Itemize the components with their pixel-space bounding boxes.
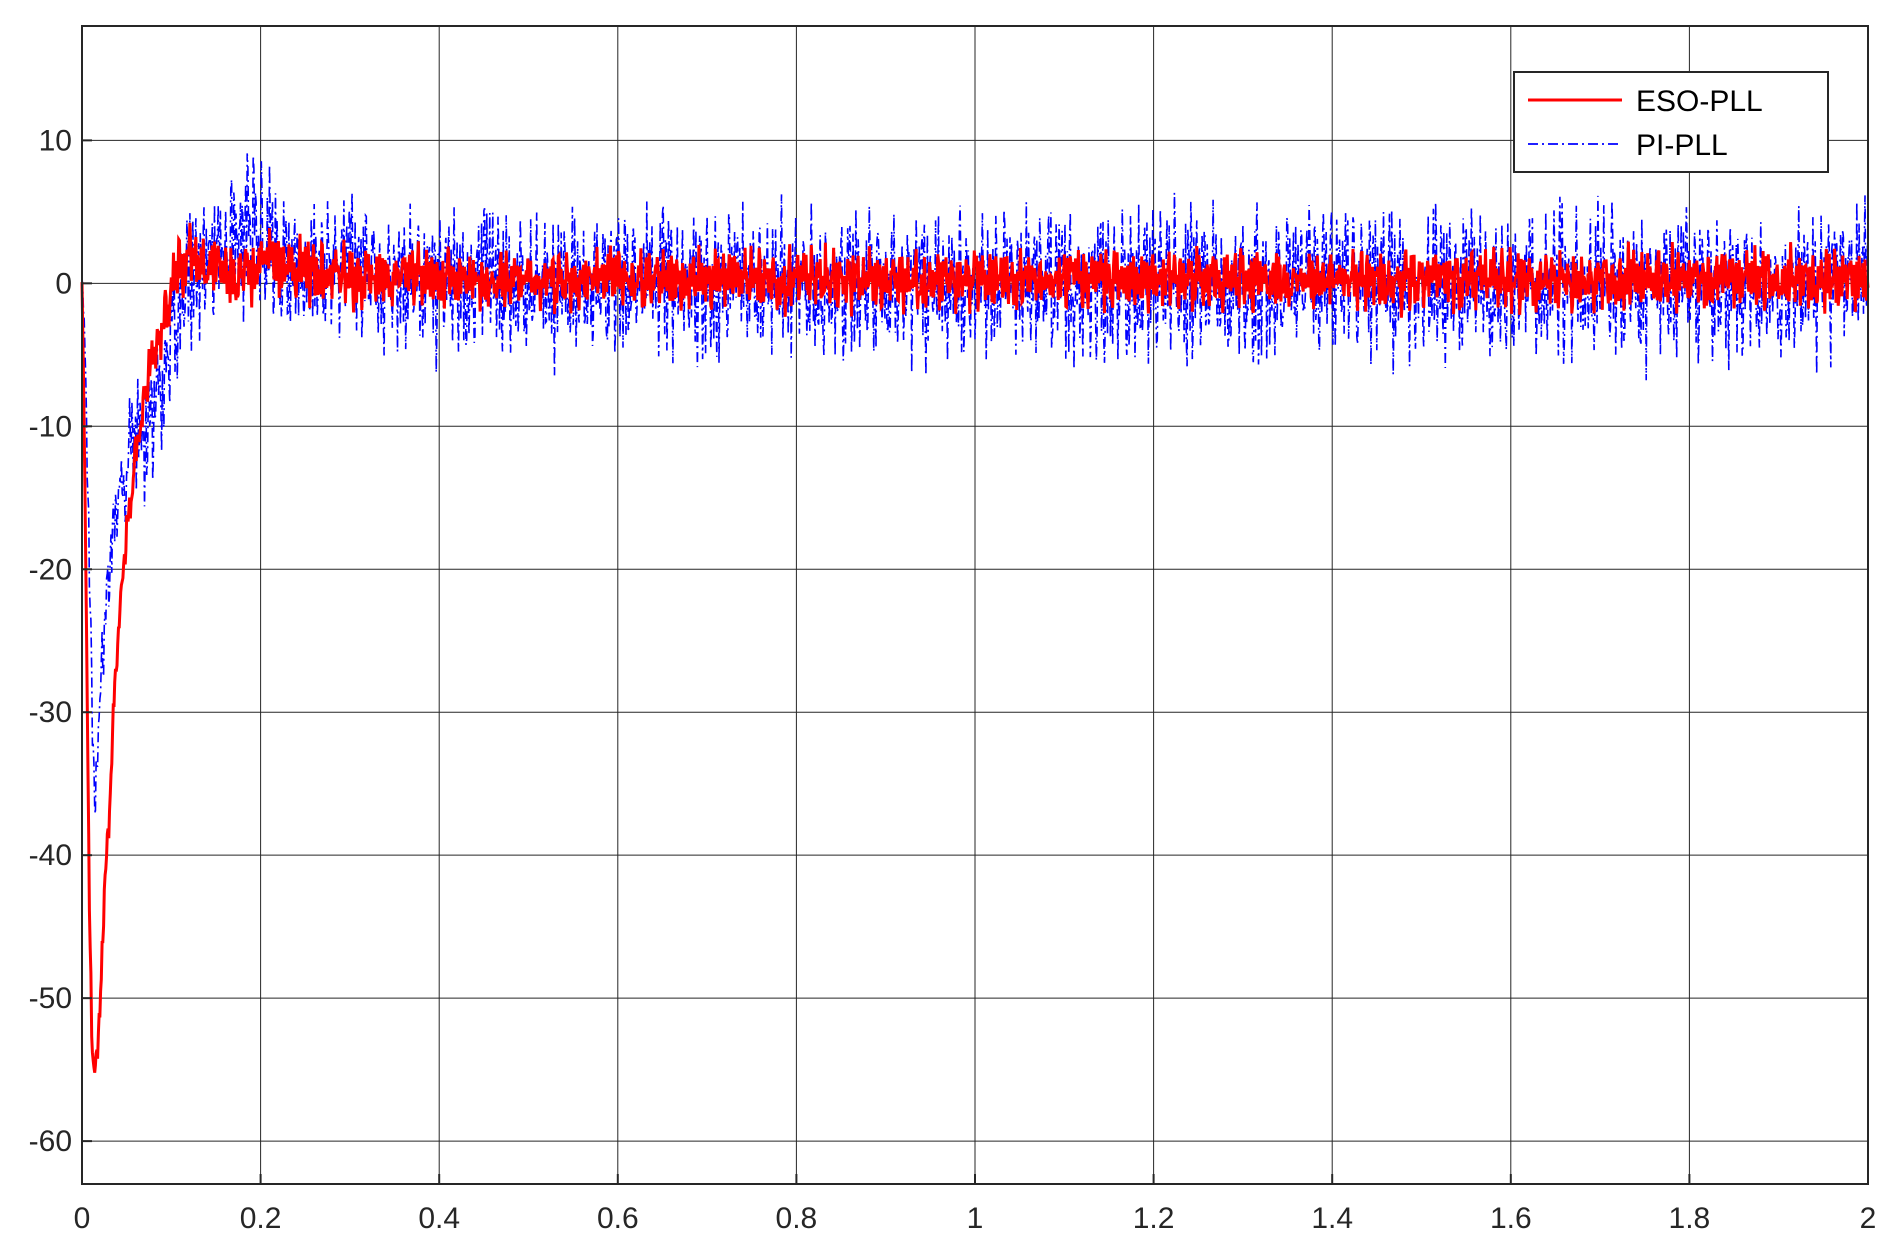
- x-tick-label: 0.2: [240, 1202, 282, 1235]
- legend: ESO-PLL PI-PLL: [1513, 71, 1829, 173]
- x-tick-label: 1.2: [1133, 1202, 1175, 1235]
- series-layer: [80, 153, 1870, 1073]
- x-tick-label: 0.8: [776, 1202, 818, 1235]
- y-tick-label: 10: [39, 124, 72, 157]
- y-tick-label: 0: [55, 267, 72, 300]
- x-axis-ticks: 0 0.2 0.4 0.6 0.8 1 1.2 1.4 1.6 1.8 2: [74, 1174, 1877, 1235]
- y-tick-label: -30: [29, 696, 72, 729]
- legend-box: [1513, 71, 1829, 173]
- y-tick-label: -40: [29, 839, 72, 872]
- y-tick-label: -60: [29, 1125, 72, 1158]
- x-tick-label: 1: [967, 1202, 984, 1235]
- y-tick-label: -10: [29, 410, 72, 443]
- x-tick-label: 1.8: [1669, 1202, 1711, 1235]
- x-tick-label: 1.4: [1311, 1202, 1353, 1235]
- x-tick-label: 0: [74, 1202, 91, 1235]
- y-tick-label: -50: [29, 982, 72, 1015]
- legend-label: ESO-PLL: [1636, 85, 1763, 118]
- x-tick-label: 0.6: [597, 1202, 639, 1235]
- x-tick-label: 1.6: [1490, 1202, 1532, 1235]
- eso-pll-line: [80, 222, 1870, 1073]
- legend-label: PI-PLL: [1636, 129, 1728, 162]
- y-axis-ticks: 10 0 -10 -20 -30 -40 -50 -60: [29, 124, 92, 1158]
- x-tick-label: 2: [1860, 1202, 1877, 1235]
- y-tick-label: -20: [29, 553, 72, 586]
- x-tick-label: 0.4: [418, 1202, 460, 1235]
